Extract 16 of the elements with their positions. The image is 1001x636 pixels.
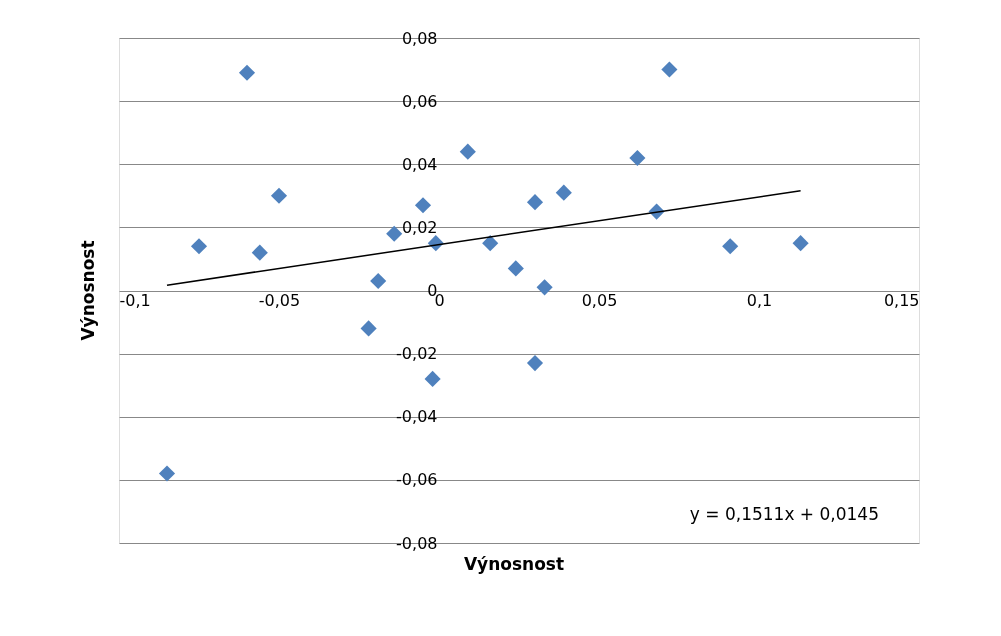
x-tick-label: 0,05 xyxy=(581,291,618,310)
y-tick-label: -0,04 xyxy=(396,407,438,427)
annotation: y = 0,1511x + 0,0145 xyxy=(689,504,879,524)
y-axis-title: Výnosnost xyxy=(78,240,98,341)
y-tick-label: -0,02 xyxy=(396,344,438,364)
y-tick-label: -0,06 xyxy=(396,470,438,490)
x-axis-title: Výnosnost xyxy=(463,554,565,574)
y-tick-label: 0,06 xyxy=(401,91,438,111)
y-tick-label: 0,04 xyxy=(401,154,438,174)
x-tick-label: -0,05 xyxy=(258,291,301,310)
y-tick-label: 0,08 xyxy=(401,28,438,48)
y-tick-label: 0,02 xyxy=(401,217,438,237)
x-tick-label: -0,1 xyxy=(119,291,151,310)
x-tick-label: 0,1 xyxy=(746,291,773,310)
x-tick-label: 0,15 xyxy=(883,291,920,310)
y-tick-label: -0,08 xyxy=(396,533,438,553)
